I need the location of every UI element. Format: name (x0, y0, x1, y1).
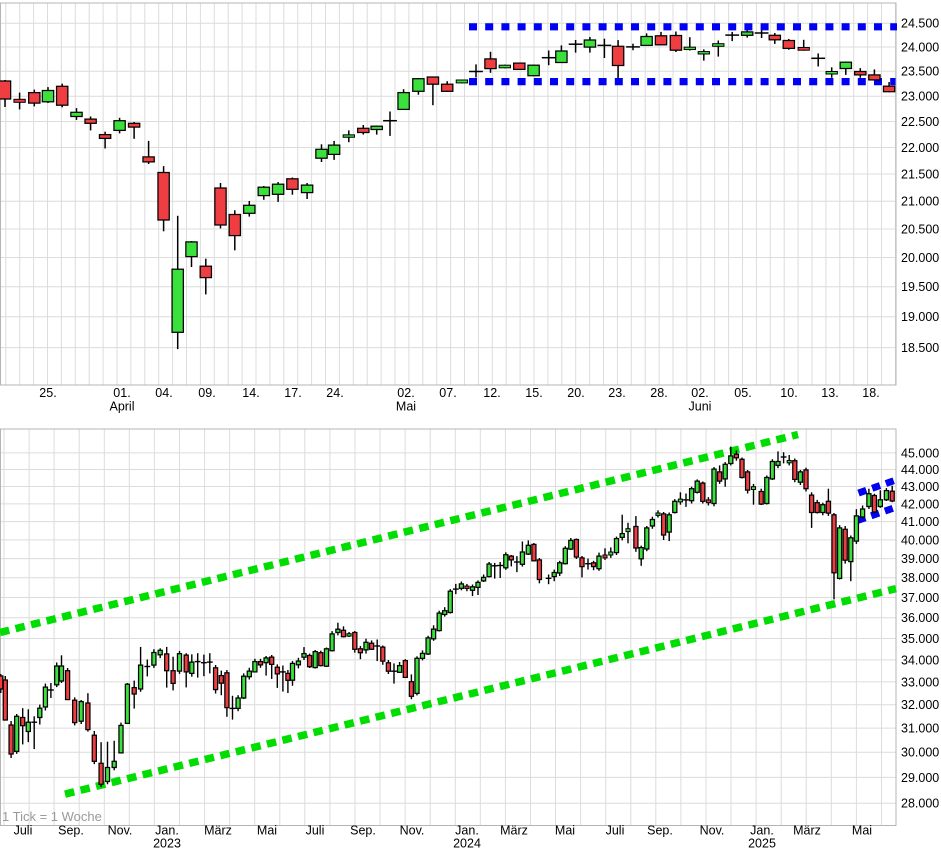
svg-text:Sep.: Sep. (58, 824, 84, 838)
svg-text:Mai: Mai (257, 824, 277, 838)
svg-text:07.: 07. (439, 386, 456, 400)
svg-text:44.000: 44.000 (901, 463, 939, 477)
svg-text:28.: 28. (650, 386, 667, 400)
svg-text:Juni: Juni (689, 400, 712, 414)
svg-text:34.000: 34.000 (901, 653, 939, 667)
svg-text:45.000: 45.000 (901, 446, 939, 460)
svg-text:18.500: 18.500 (901, 341, 939, 355)
svg-text:2024: 2024 (453, 837, 481, 851)
svg-text:43.000: 43.000 (901, 480, 939, 494)
svg-text:28.000: 28.000 (901, 797, 939, 811)
svg-text:09.: 09. (198, 386, 215, 400)
svg-text:Sep.: Sep. (350, 824, 376, 838)
svg-text:04.: 04. (155, 386, 172, 400)
svg-text:Sep.: Sep. (647, 824, 673, 838)
svg-text:Mai: Mai (555, 824, 575, 838)
svg-text:38.000: 38.000 (901, 571, 939, 585)
svg-text:29.000: 29.000 (901, 771, 939, 785)
svg-text:Mai: Mai (396, 400, 416, 414)
svg-text:20.000: 20.000 (901, 251, 939, 265)
svg-text:17.: 17. (284, 386, 301, 400)
svg-text:Juli: Juli (14, 824, 33, 838)
svg-text:2023: 2023 (153, 837, 181, 851)
svg-text:32.000: 32.000 (901, 698, 939, 712)
svg-text:21.000: 21.000 (901, 195, 939, 209)
svg-text:15.: 15. (525, 386, 542, 400)
svg-text:25.: 25. (39, 386, 56, 400)
svg-text:14.: 14. (242, 386, 259, 400)
svg-text:März: März (204, 824, 232, 838)
svg-text:2025: 2025 (748, 837, 776, 851)
svg-text:Jan.: Jan. (750, 824, 774, 838)
svg-text:März: März (793, 824, 821, 838)
svg-text:33.000: 33.000 (901, 675, 939, 689)
svg-text:18.: 18. (862, 386, 879, 400)
svg-text:19.000: 19.000 (901, 310, 939, 324)
svg-text:01.: 01. (113, 386, 130, 400)
svg-text:Nov.: Nov. (400, 824, 425, 838)
svg-text:24.000: 24.000 (901, 40, 939, 54)
svg-text:April: April (109, 400, 134, 414)
svg-text:12.: 12. (483, 386, 500, 400)
svg-text:31.000: 31.000 (901, 722, 939, 736)
svg-text:1 Tick = 1 Woche: 1 Tick = 1 Woche (2, 809, 102, 824)
svg-text:23.: 23. (608, 386, 625, 400)
svg-text:05.: 05. (734, 386, 751, 400)
svg-text:35.000: 35.000 (901, 632, 939, 646)
svg-text:Jan.: Jan. (455, 824, 479, 838)
svg-text:23.500: 23.500 (901, 65, 939, 79)
svg-text:30.000: 30.000 (901, 746, 939, 760)
svg-text:Nov.: Nov. (108, 824, 133, 838)
svg-text:24.500: 24.500 (901, 17, 939, 31)
svg-text:40.000: 40.000 (901, 533, 939, 547)
svg-text:02.: 02. (691, 386, 708, 400)
svg-text:Juli: Juli (306, 824, 325, 838)
svg-text:Nov.: Nov. (700, 824, 725, 838)
svg-text:Mai: Mai (852, 824, 872, 838)
svg-text:41.000: 41.000 (901, 515, 939, 529)
svg-text:März: März (500, 824, 528, 838)
svg-text:42.000: 42.000 (901, 497, 939, 511)
svg-text:10.: 10. (780, 386, 797, 400)
svg-text:02.: 02. (397, 386, 414, 400)
svg-text:20.: 20. (567, 386, 584, 400)
svg-text:13.: 13. (821, 386, 838, 400)
svg-text:Jan.: Jan. (155, 824, 179, 838)
svg-text:24.: 24. (326, 386, 343, 400)
svg-text:36.000: 36.000 (901, 611, 939, 625)
svg-text:19.500: 19.500 (901, 280, 939, 294)
svg-text:37.000: 37.000 (901, 591, 939, 605)
svg-text:22.500: 22.500 (901, 115, 939, 129)
svg-text:21.500: 21.500 (901, 167, 939, 181)
svg-text:Juli: Juli (606, 824, 625, 838)
svg-text:20.500: 20.500 (901, 222, 939, 236)
svg-text:39.000: 39.000 (901, 552, 939, 566)
svg-text:23.000: 23.000 (901, 90, 939, 104)
svg-text:22.000: 22.000 (901, 141, 939, 155)
